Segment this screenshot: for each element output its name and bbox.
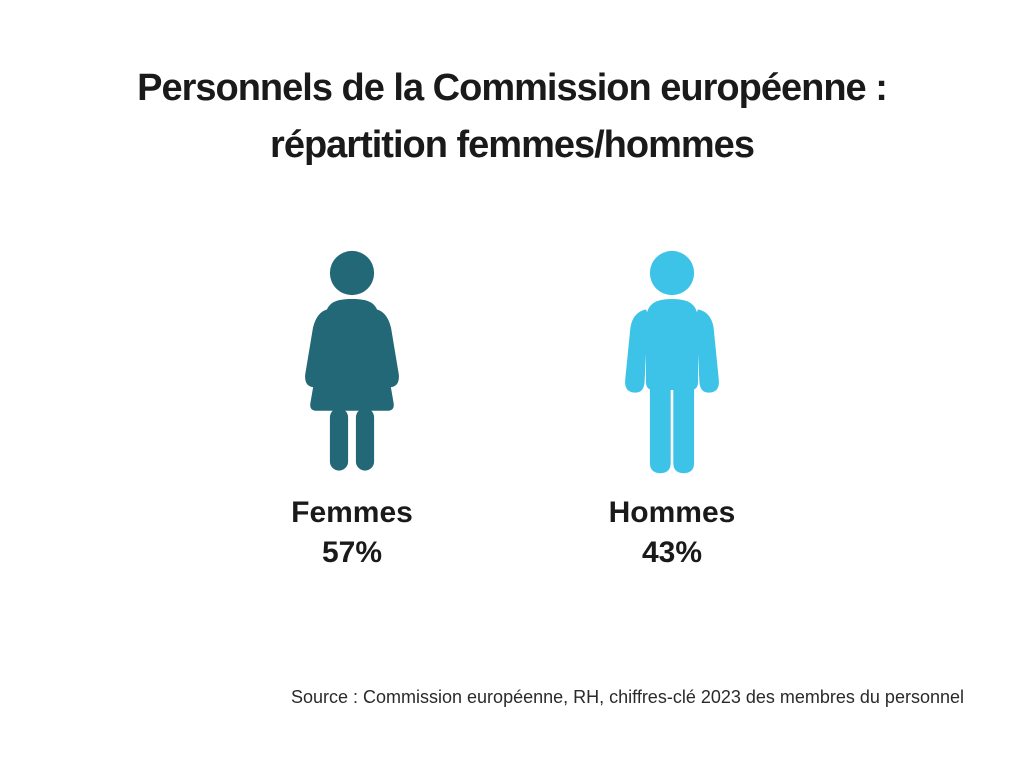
figures-row: Femmes 57% Hommes 43%	[0, 244, 1024, 570]
man-icon	[602, 244, 742, 484]
women-label: Femmes	[291, 496, 413, 530]
women-figure: Femmes 57%	[282, 244, 422, 570]
men-figure: Hommes 43%	[602, 244, 742, 570]
title-line-2: répartition femmes/hommes	[0, 117, 1024, 174]
men-percent: 43%	[642, 536, 702, 570]
title-area: Personnels de la Commission européenne :…	[0, 0, 1024, 174]
woman-icon	[282, 244, 422, 484]
title-line-1: Personnels de la Commission européenne :	[0, 60, 1024, 117]
women-percent: 57%	[322, 536, 382, 570]
source-text: Source : Commission européenne, RH, chif…	[291, 687, 964, 708]
men-label: Hommes	[609, 496, 736, 530]
